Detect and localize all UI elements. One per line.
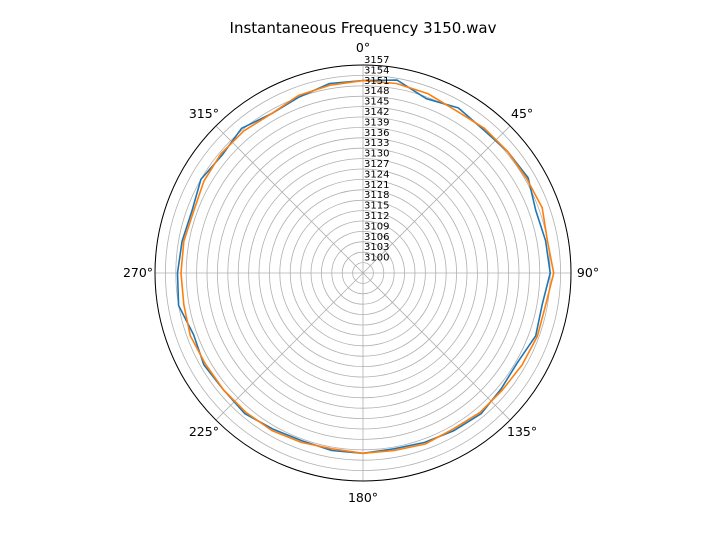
radial-tick-label: 3148 [364,86,389,97]
radial-gridline [352,262,374,284]
radial-gridline [331,241,395,305]
radial-tick-label: 3151 [364,76,389,87]
radial-gridline [300,210,426,336]
radial-gridline [341,251,385,295]
radial-tick-label: 3127 [364,159,389,170]
radial-gridline [320,230,405,315]
polar-frame [154,64,572,482]
angular-tick-label: 90° [577,265,599,280]
radial-tick-label: 3100 [364,253,389,264]
radial-tick-label: 3142 [364,107,389,118]
chart-title: Instantaneous Frequency 3150.wav [230,19,497,37]
radial-gridline [237,147,489,399]
angular-tick-labels: 0° 45° 90° 135° 180° 225° 270° 315° [123,40,599,505]
radial-tick-label: 3124 [364,169,389,180]
radial-gridline [279,189,447,357]
radial-gridline [206,116,520,430]
series-line-2 [180,79,555,455]
radial-tick-label: 3118 [364,190,389,201]
radial-tick-label: 3130 [364,149,389,160]
radial-gridline [258,168,468,378]
radial-gridline [185,95,541,451]
radial-tick-label: 3139 [364,117,389,128]
radial-tick-label: 3103 [364,242,389,253]
angular-tick-label: 0° [356,40,370,55]
angular-tick-label: 270° [123,265,153,280]
radial-tick-label: 3145 [364,97,389,108]
series-layer [176,79,555,455]
radial-tick-label: 3121 [364,180,389,191]
angular-tick-label: 135° [507,424,537,439]
radial-gridline [248,158,478,388]
radial-tick-label: 3109 [364,221,389,232]
radial-tick-label: 3157 [364,55,389,66]
radial-tick-labels: 3100310331063109311231153118312131243127… [364,55,389,264]
radial-gridline [289,199,437,347]
radial-gridline [164,74,562,472]
radial-gridline [227,137,499,409]
angular-tick-label: 180° [348,490,378,505]
radial-tick-label: 3112 [364,211,389,222]
angular-tick-label: 315° [189,106,219,121]
grid [154,64,572,482]
radial-gridline [310,220,416,326]
radial-gridline [216,126,510,420]
radial-tick-label: 3136 [364,128,389,139]
radial-gridline [268,178,457,367]
radial-tick-label: 3106 [364,232,389,243]
radial-tick-label: 3133 [364,138,389,149]
radial-gridline [196,106,530,440]
radial-tick-label: 3115 [364,201,389,212]
angular-tick-label: 45° [511,106,533,121]
angular-tick-label: 225° [189,424,219,439]
radial-tick-label: 3154 [364,65,389,76]
